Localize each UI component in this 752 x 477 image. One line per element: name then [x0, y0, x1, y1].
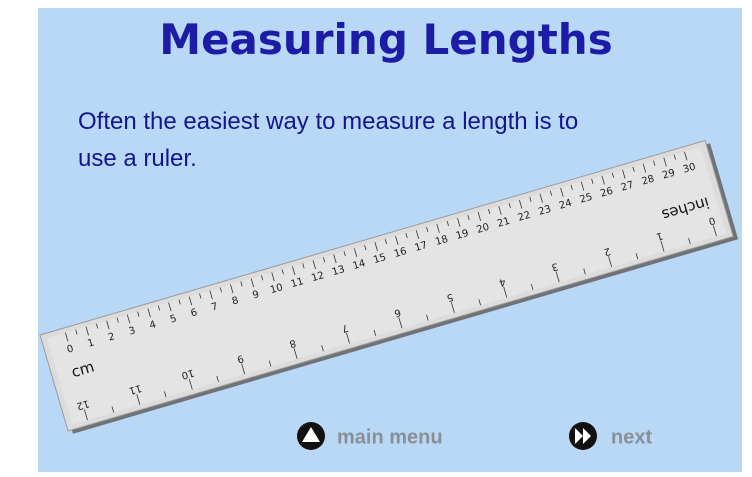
next-button[interactable]: next: [569, 422, 652, 450]
body-text: Often the easiest way to measure a lengt…: [78, 108, 578, 135]
body-text: use a ruler.: [78, 145, 197, 172]
main-menu-button[interactable]: main menu: [297, 422, 443, 450]
next-label[interactable]: next: [611, 426, 652, 448]
screen: Measuring Lengths Often the easiest way …: [0, 0, 752, 477]
main-menu-label[interactable]: main menu: [337, 426, 443, 448]
page: {"header": {"title": "Measuring Lengths"…: [0, 0, 752, 477]
title: Measuring Lengths: [159, 15, 612, 64]
